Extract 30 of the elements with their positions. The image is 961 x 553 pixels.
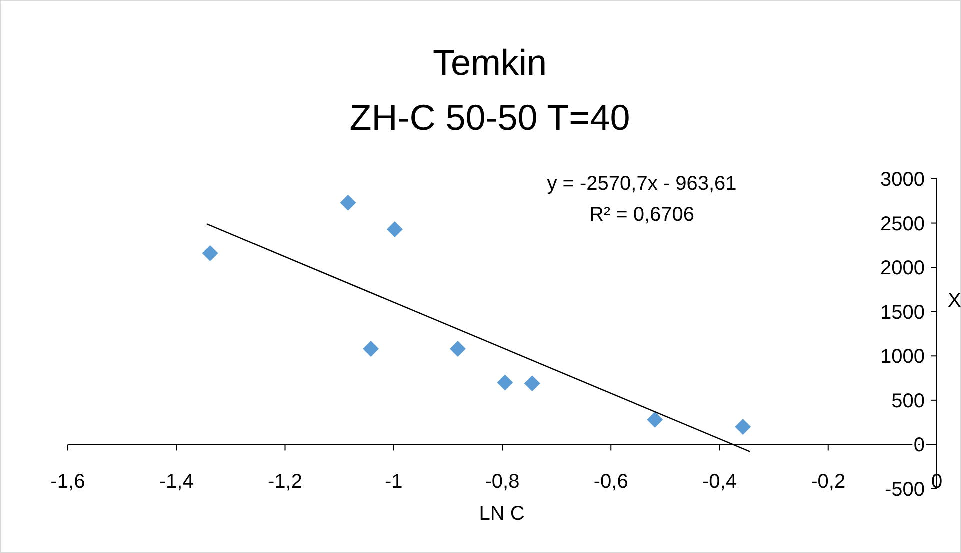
y-tick-label: 500 xyxy=(892,390,925,412)
x-axis-title: LN C xyxy=(479,503,525,525)
y-tick-label: 2500 xyxy=(880,213,925,236)
chart-subtitle: ZH-C 50-50 T=40 xyxy=(350,97,630,138)
y-tick-label: 1500 xyxy=(880,302,925,324)
point xyxy=(363,341,380,358)
point xyxy=(202,245,218,262)
point xyxy=(450,341,466,358)
annotation: R² = 0,6706 xyxy=(589,204,695,226)
x-tick-label: -0,4 xyxy=(702,471,737,493)
point xyxy=(524,376,540,392)
point xyxy=(340,194,356,211)
y-tick-label: -500 xyxy=(884,479,925,501)
point xyxy=(735,419,752,435)
y-tick-label: 3000 xyxy=(880,169,925,191)
x-tick-label: -1,4 xyxy=(159,471,194,493)
point xyxy=(386,221,403,238)
annotation: y = -2570,7x - 963,61 xyxy=(547,173,737,195)
y-axis-title: X xyxy=(948,290,961,312)
chart-title: Temkin xyxy=(432,42,548,83)
x-tick-label: -0,8 xyxy=(485,471,520,493)
x-tick-label: -0,2 xyxy=(811,471,846,493)
x-tick-label: -1,6 xyxy=(50,471,86,493)
point xyxy=(647,412,664,428)
y-tick-label: 1000 xyxy=(880,346,925,368)
x-tick-label: -0,6 xyxy=(594,471,628,493)
y-tick-label: 2000 xyxy=(880,258,925,280)
x-tick-label: -1 xyxy=(384,471,403,493)
point xyxy=(497,374,514,391)
x-tick-label: -1,2 xyxy=(268,471,302,493)
